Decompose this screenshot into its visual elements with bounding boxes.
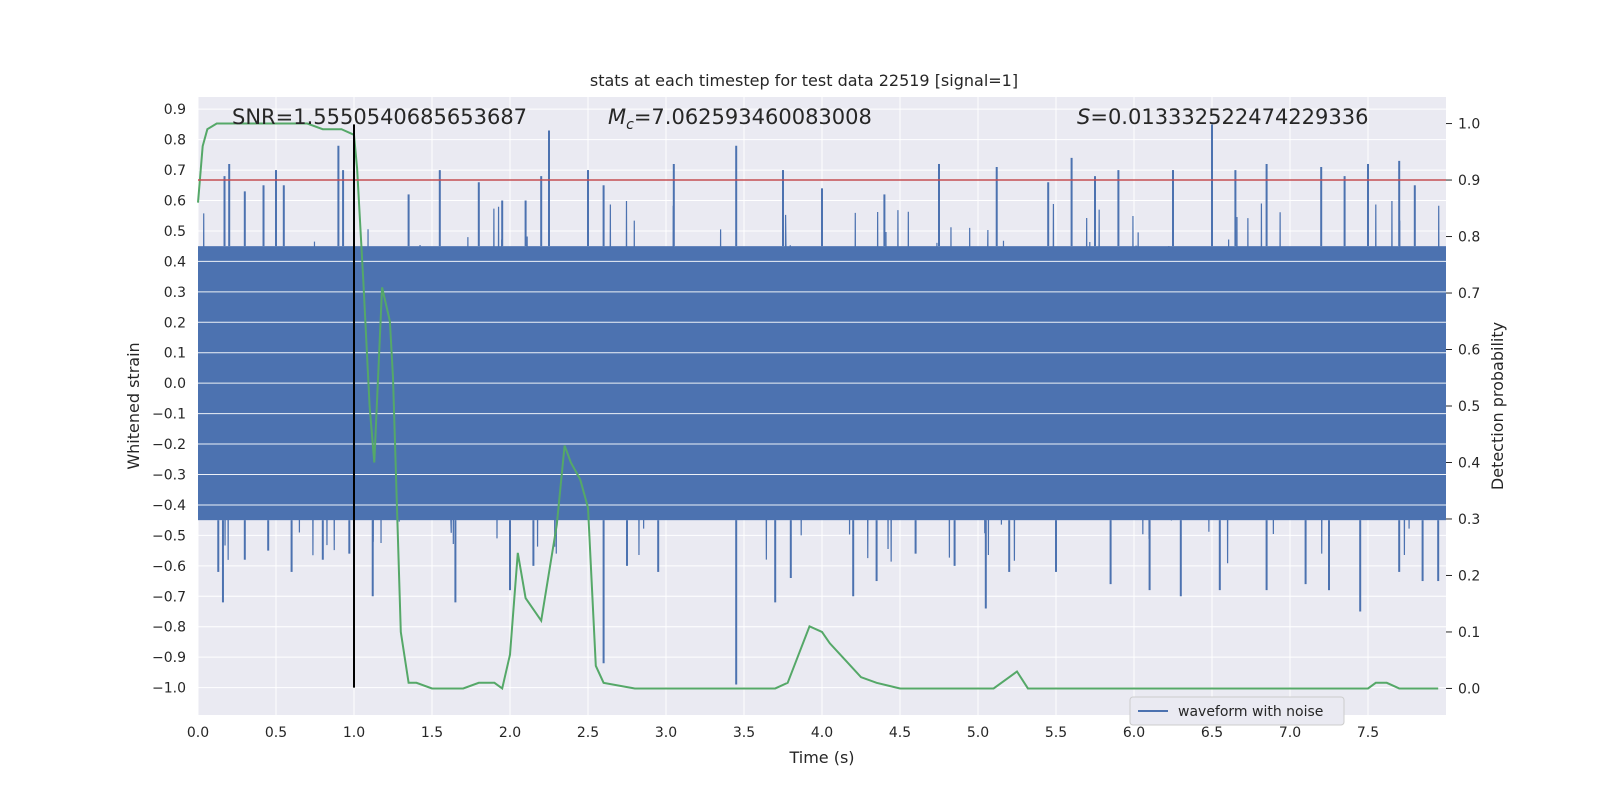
x-tick-label: 0.5 [265,725,287,741]
right-tick-label: 0.0 [1458,681,1480,697]
x-axis-label: Time (s) [788,748,854,767]
x-tick-label: 3.5 [733,725,755,741]
y-tick-label: −0.9 [152,650,186,666]
right-tick-label: 0.4 [1458,455,1480,471]
s-symbol: S [1077,105,1090,129]
y-tick-label: 0.3 [164,285,186,301]
x-tick-label: 1.0 [343,725,365,741]
x-tick-label: 4.0 [811,725,833,741]
right-tick-label: 0.8 [1458,230,1480,246]
x-tick-label: 0.0 [187,725,209,741]
y-tick-label: 0.8 [164,133,186,149]
x-tick-label: 6.0 [1123,725,1145,741]
waveform-trace [198,124,1446,685]
x-tick-label: 5.0 [967,725,989,741]
right-tick-label: 0.7 [1458,286,1480,302]
y-tick-label: −1.0 [152,681,186,697]
probability-series [197,122,1439,691]
y-tick-label: 0.9 [164,102,186,118]
y-tick-label: −0.3 [152,467,186,483]
s-annotation: S=0.013332522474229336 [1077,105,1368,129]
legend-label: waveform with noise [1178,704,1323,720]
y-tick-label: 0.4 [164,254,186,270]
y-tick-label: 0.2 [164,315,186,331]
chart-title: stats at each timestep for test data 225… [590,71,1018,90]
right-tick-label: 1.0 [1458,117,1480,133]
right-tick-label: 0.9 [1458,173,1480,189]
x-tick-label: 2.0 [499,725,521,741]
x-tick-label: 6.5 [1201,725,1223,741]
x-tick-label: 5.5 [1045,725,1067,741]
y-tick-label: −0.2 [152,437,186,453]
y-tick-label: 0.5 [164,224,186,240]
x-tick-label: 3.0 [655,725,677,741]
legend-box [1129,696,1345,726]
y-tick-label: −0.5 [152,528,186,544]
x-tick-label: 2.5 [577,725,599,741]
right-tick-label: 0.3 [1458,512,1480,528]
right-tick-label: 0.6 [1458,343,1480,359]
right-axis-ticks: 1.0 0.9 0.8 0.7 0.6 0.5 0.4 0.3 0.2 0.1 0.0 [1446,117,1480,697]
snr-annotation: SNR=1.5550540685653687 [232,105,527,129]
y-tick-label: 0.0 [164,376,186,392]
y-tick-label: −0.4 [152,498,186,514]
legend: waveform with noise [1129,696,1345,726]
right-tick-label: 0.5 [1458,399,1480,415]
detection-probability-line [197,122,1439,691]
chirp-mass-symbol: M [608,105,626,129]
right-tick-label: 0.2 [1458,568,1480,584]
right-tick-label: 0.1 [1458,625,1480,641]
y-tick-label: 0.6 [164,194,186,210]
y-axis-label-right: Detection probability [1488,322,1507,490]
left-axis-ticks: 0.9 0.8 0.7 0.6 0.5 0.4 0.3 0.2 0.1 0.0 −0.1 −0.2 −0… [152,102,186,696]
chirp-mass-value: =7.062593460083008 [634,105,872,129]
x-tick-label: 1.5 [421,725,443,741]
y-tick-label: −0.7 [152,589,186,605]
y-tick-label: −0.1 [152,407,186,423]
y-tick-label: −0.6 [152,559,186,575]
y-tick-label: −0.8 [152,620,186,636]
y-axis-label-left: Whitened strain [124,342,143,469]
x-tick-label: 7.0 [1279,725,1301,741]
chirp-mass-annotation: Mc=7.062593460083008 [608,105,872,133]
x-tick-label: 4.5 [889,725,911,741]
x-axis-ticks: 0.0 0.5 1.0 1.5 2.0 2.5 3.0 3.5 4.0 4.5 5.0 5.5 6.0 6… [187,725,1379,741]
x-tick-label: 7.5 [1357,725,1379,741]
y-tick-label: 0.1 [164,346,186,362]
reference-lines [198,124,1446,688]
y-tick-label: 0.7 [164,163,186,179]
chirp-mass-subscript: c [626,117,634,133]
s-value: =0.013332522474229336 [1090,105,1368,129]
